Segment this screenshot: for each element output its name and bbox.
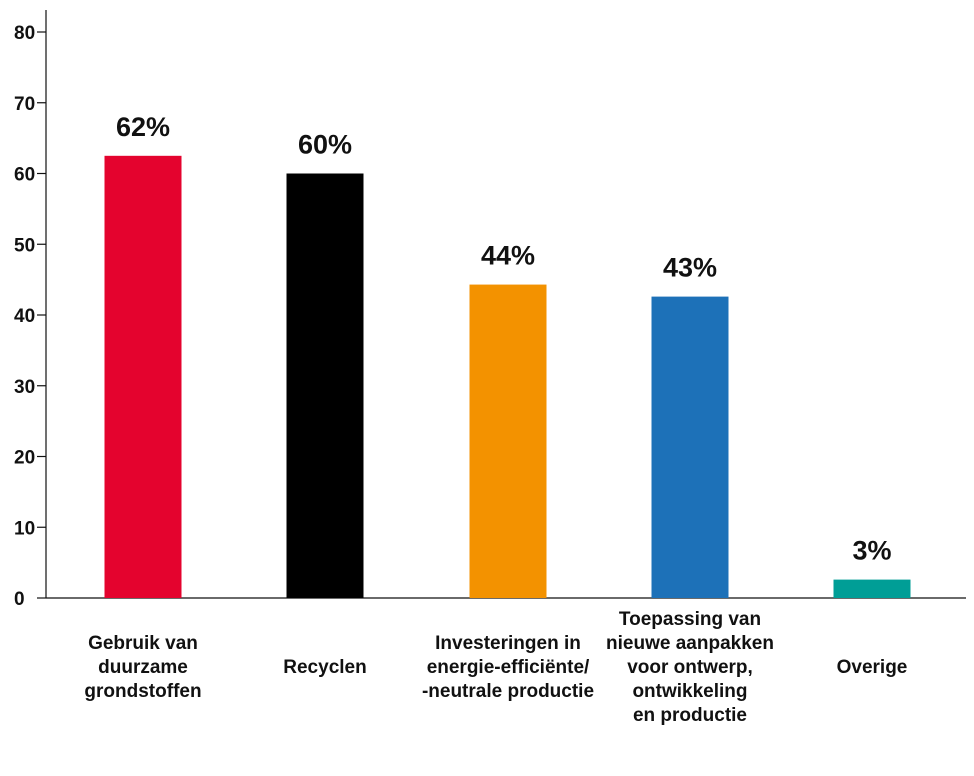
x-category-label-line: voor ontwerp, <box>627 657 753 678</box>
bar-value-label: 44% <box>481 241 535 271</box>
x-category-label: Recyclen <box>225 656 425 680</box>
x-category-label: Overige <box>772 656 972 680</box>
y-tick-label: 0 <box>14 589 25 610</box>
x-category-label-line: ontwikkeling <box>632 681 748 702</box>
y-tick-label: 50 <box>14 235 35 256</box>
x-category-label-line: nieuwe aanpakken <box>606 633 774 654</box>
bar <box>651 296 729 598</box>
x-category-label-line: Investeringen in <box>435 633 581 654</box>
x-category-label: Investeringen in energie-efficiënte/ -neut… <box>408 632 608 704</box>
x-category-label-line: duurzame <box>98 657 188 678</box>
x-category-label-line: en productie <box>632 705 747 726</box>
y-tick-label: 60 <box>14 165 35 186</box>
bar-value-label: 43% <box>663 253 717 283</box>
chart-bars <box>104 155 911 598</box>
y-tick-label: 10 <box>14 518 35 539</box>
chart-axes: 0 10 20 30 40 50 60 70 80 <box>14 10 966 610</box>
y-tick-label: 70 <box>14 94 35 115</box>
y-tick-label: 40 <box>14 306 35 327</box>
x-category-label-line: energie-efficiënte/ <box>426 657 590 678</box>
bar-value-label: 3% <box>852 536 891 566</box>
bar-value-label: 62% <box>116 112 170 142</box>
x-category-label: Gebruik van duurzame grondstoffen <box>43 632 243 704</box>
x-category-label: Toepassing van nieuwe aanpakken voor ontwe… <box>590 608 790 728</box>
x-category-label-line: Recyclen <box>283 657 367 678</box>
chart-value-labels: 62% 60% 44% 43% 3% <box>116 112 892 566</box>
y-tick-label: 80 <box>14 23 35 44</box>
bar <box>469 284 547 598</box>
bar <box>833 579 911 598</box>
y-tick-label: 30 <box>14 377 35 398</box>
y-tick-label: 20 <box>14 448 35 469</box>
x-category-label-line: -neutrale productie <box>421 681 595 702</box>
x-category-label-line: Overige <box>836 657 908 678</box>
x-category-label-line: Gebruik van <box>88 633 198 654</box>
bar-value-label: 60% <box>298 130 352 160</box>
bar <box>286 173 364 598</box>
bar <box>104 155 182 598</box>
x-category-label-line: Toepassing van <box>618 609 762 630</box>
x-category-label-line: grondstoffen <box>84 681 202 702</box>
